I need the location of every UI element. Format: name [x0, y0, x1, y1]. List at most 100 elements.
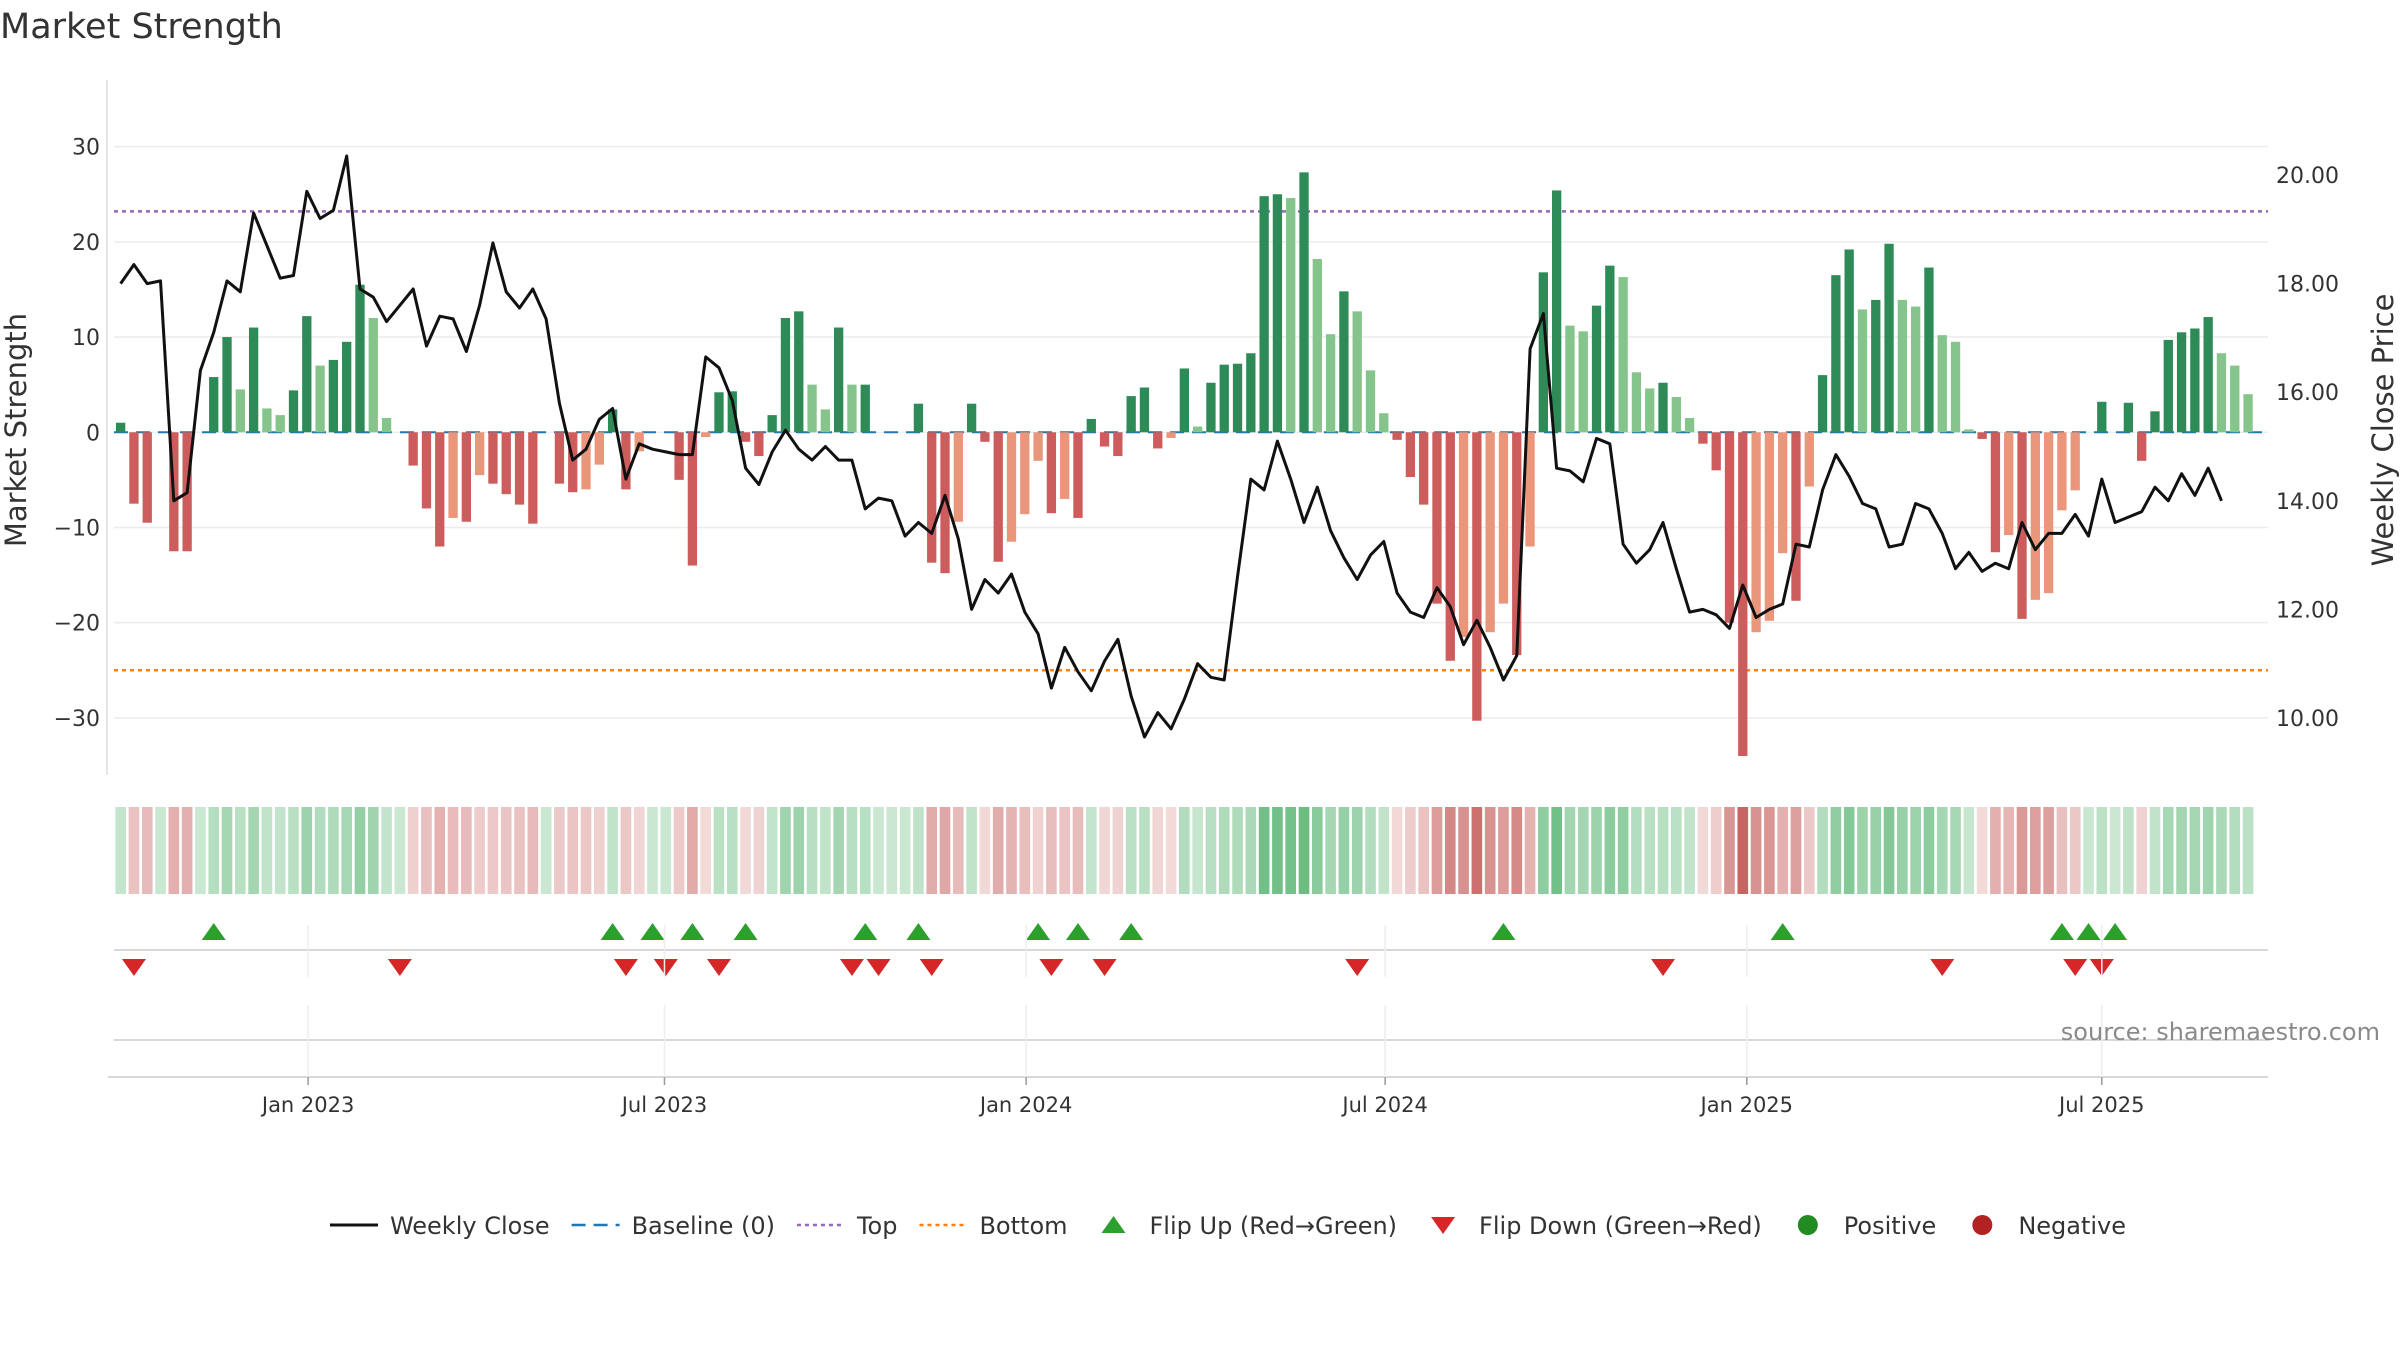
strength-bar [1964, 429, 1974, 433]
strength-bar [461, 432, 472, 522]
strength-bar [1578, 331, 1588, 433]
strength-bar [1910, 306, 1921, 433]
strength-bar [235, 389, 245, 433]
strength-bar [209, 377, 219, 433]
heat-cell [274, 807, 286, 894]
strength-heat-strip [115, 807, 2254, 894]
heat-cell [208, 807, 220, 894]
strength-bar [1924, 267, 1934, 433]
strength-bar [1046, 432, 1057, 514]
strength-bar [940, 432, 950, 574]
legend: Weekly Close Baseline (0) Top Bottom Flip Up… [329, 1212, 2126, 1240]
y2-axis-title: Weekly Close Price [2366, 294, 2400, 567]
strength-bar [1791, 432, 1801, 601]
strength-bar [115, 422, 126, 433]
heat-cell [1444, 807, 1456, 894]
heat-cell [1670, 807, 1682, 894]
strength-bar [1472, 432, 1482, 721]
heat-cell [1830, 807, 1842, 894]
strength-bar [288, 390, 299, 433]
strength-bar [1645, 388, 1655, 433]
heat-cell [1232, 807, 1243, 894]
heat-cell [1843, 807, 1855, 894]
strength-bar [966, 403, 977, 433]
strength-bar [1033, 432, 1043, 461]
strength-bar [1365, 370, 1376, 433]
strength-bar [1099, 432, 1110, 447]
heat-cell [381, 807, 392, 894]
heat-cell [766, 807, 778, 894]
strength-bar [1299, 172, 1309, 433]
heat-cell [248, 807, 259, 894]
y2-tick-label: 16.00 [2276, 381, 2339, 406]
heat-cell [1538, 807, 1549, 894]
heat-cell [1923, 807, 1935, 894]
heat-cell [1139, 807, 1150, 894]
heat-cell [181, 807, 193, 894]
heat-cell [593, 807, 605, 894]
strength-bar [1937, 335, 1947, 433]
legend-label: Positive [1844, 1212, 1937, 1240]
weekly-close-series [119, 154, 2223, 739]
heat-cell [1511, 807, 1523, 894]
flip-markers [114, 923, 2268, 1041]
y2-tick-label: 20.00 [2276, 164, 2339, 189]
strength-bars [115, 172, 2253, 756]
strength-bar [222, 337, 232, 433]
strength-bar [607, 409, 618, 433]
heat-cell [673, 807, 685, 894]
strength-bar [1073, 432, 1083, 518]
strength-bar [714, 392, 724, 433]
strength-bar [328, 359, 339, 433]
heat-cell [434, 807, 446, 894]
heat-cell [1524, 807, 1536, 894]
strength-bar [1831, 275, 1841, 433]
heat-cell [1936, 807, 1948, 894]
heat-cell [195, 807, 206, 894]
y2-tick-label: 18.00 [2276, 273, 2339, 298]
strength-bar [1352, 311, 1362, 433]
heat-cell [141, 807, 153, 894]
heat-cell [1365, 807, 1376, 894]
strength-bar [1126, 396, 1136, 433]
strength-bar [1113, 432, 1123, 457]
y-tick-label: 10 [72, 326, 100, 351]
strength-bar [927, 432, 937, 563]
heat-cell [1551, 807, 1562, 894]
heat-cell [1484, 807, 1496, 894]
strength-bar [1804, 432, 1814, 487]
strength-bar [1711, 432, 1721, 471]
legend-label: Bottom [979, 1212, 1067, 1240]
strength-bar [993, 432, 1003, 562]
flip-down-marker [1930, 959, 1955, 976]
heat-cell [2242, 807, 2254, 894]
strength-bar [594, 432, 604, 465]
heat-cell [1218, 807, 1230, 894]
heat-cell [1059, 807, 1071, 894]
strength-bar [1897, 299, 1908, 433]
strength-bar [1751, 432, 1761, 633]
strength-bar [980, 432, 990, 442]
strength-bar [1551, 190, 1562, 433]
heat-cell [1298, 807, 1310, 894]
heat-cell [753, 807, 765, 894]
flip-down-marker [1039, 959, 1064, 976]
heat-cell [2003, 807, 2015, 894]
strength-bar [302, 316, 312, 433]
flip-up-marker [2103, 923, 2128, 940]
strength-bar [1871, 299, 1881, 433]
strength-bar [1153, 432, 1163, 449]
heat-cell [1631, 807, 1642, 894]
strength-bar [1259, 196, 1269, 433]
strength-bar [1419, 432, 1429, 505]
strength-bar [2203, 317, 2213, 433]
flip-up-marker [1026, 923, 1051, 940]
heat-cell [2043, 807, 2054, 894]
heat-cell [2083, 807, 2094, 894]
heat-cell [261, 807, 273, 894]
flip-up-marker [2049, 923, 2074, 940]
strength-bar [448, 432, 458, 518]
heat-cell [1764, 807, 1775, 894]
y-tick-label: 0 [86, 421, 100, 446]
